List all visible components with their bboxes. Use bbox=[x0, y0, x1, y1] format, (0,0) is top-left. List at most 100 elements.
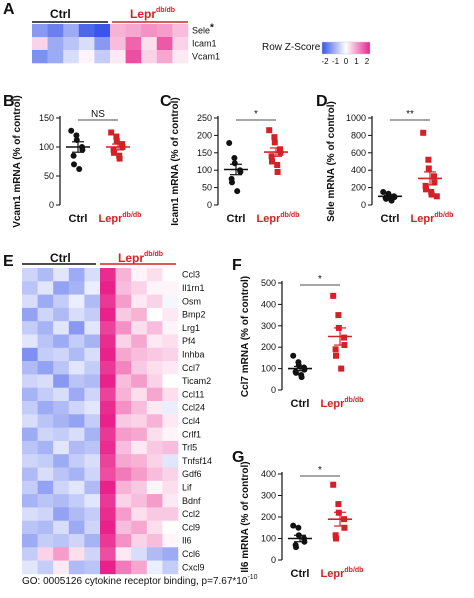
panel-e-cell bbox=[84, 294, 101, 309]
panel-c-y-tick-label: 50 bbox=[202, 183, 212, 193]
panel-e-gene-label: Trl5 bbox=[182, 443, 197, 453]
panel-e-cell bbox=[100, 294, 116, 309]
panel-e-cell bbox=[162, 520, 179, 535]
panel-e-gene-label: Cxcl9 bbox=[182, 562, 205, 572]
panel-e-footer-sup: -10 bbox=[247, 574, 257, 581]
panel-g-x-label-lepr-sup: db/db bbox=[344, 567, 363, 574]
panel-e-gene-label: Lrg1 bbox=[182, 323, 200, 333]
panel-c-label: C bbox=[160, 93, 172, 110]
panel-e-cell bbox=[115, 307, 132, 322]
panel-e-cell bbox=[146, 440, 163, 455]
panel-c-sig-label: * bbox=[254, 109, 258, 120]
panel-e-gene-label: Tnfsf14 bbox=[182, 456, 212, 466]
panel-f-point bbox=[298, 374, 305, 381]
panel-e-gene-label: Ccl11 bbox=[182, 389, 204, 399]
panel-e-cell bbox=[53, 467, 70, 482]
panel-a-cell bbox=[47, 24, 64, 38]
panel-e-cell bbox=[162, 414, 179, 428]
panel-e-cell bbox=[162, 560, 179, 575]
panel-e-cell bbox=[100, 560, 116, 575]
panel-e-cell bbox=[84, 480, 101, 495]
panel-e-cell bbox=[37, 520, 54, 535]
panel-f-point bbox=[301, 366, 308, 373]
panel-e-cell bbox=[53, 427, 70, 442]
panel-a-cell bbox=[110, 37, 126, 51]
panel-a-cell bbox=[156, 24, 173, 38]
panel-e-gene-label: Il6 bbox=[182, 536, 192, 546]
panel-e-cell bbox=[131, 361, 148, 375]
panel-b-point bbox=[73, 132, 80, 139]
panel-a-ctrl-header: Ctrl bbox=[50, 7, 71, 21]
panel-e-cell bbox=[100, 374, 116, 388]
panel-f-point bbox=[333, 352, 339, 359]
panel-e-cell bbox=[68, 560, 85, 575]
panel-b-point bbox=[79, 146, 86, 153]
panel-c-chart: C 0 50 100 150 200 250 Icam1 mRNA (% of control… bbox=[160, 93, 299, 226]
panel-b-point bbox=[113, 133, 120, 140]
panel-d-point bbox=[431, 173, 437, 180]
panel-e-cell bbox=[146, 454, 163, 468]
panel-e-cell bbox=[100, 401, 116, 415]
panel-f-point bbox=[338, 365, 345, 372]
panel-e-cell bbox=[37, 560, 54, 575]
panel-e-cell bbox=[22, 268, 38, 282]
panel-c-y-axis-label: Icam1 mRNA (% of control) bbox=[170, 97, 181, 226]
panel-d-point bbox=[433, 193, 440, 200]
panel-e-cell bbox=[162, 268, 179, 282]
panel-e-cell bbox=[37, 334, 54, 349]
panel-e-cell bbox=[53, 454, 70, 468]
panel-e-cell bbox=[146, 401, 163, 415]
panel-e-cell bbox=[115, 547, 132, 561]
panel-e-cell bbox=[53, 440, 70, 455]
panel-c-y-tick-label: 0 bbox=[207, 200, 212, 210]
panel-a-label: A bbox=[3, 1, 15, 18]
panel-e-cell bbox=[37, 347, 54, 362]
panel-e-cell bbox=[53, 387, 70, 402]
panel-a-cell bbox=[110, 50, 126, 64]
panel-a-cell bbox=[125, 37, 142, 51]
panel-e-cell bbox=[84, 534, 101, 548]
panel-g-y-tick-label: 400 bbox=[261, 469, 276, 479]
panel-a-cell bbox=[172, 24, 189, 38]
panel-a-lepr-sup: db/db bbox=[156, 7, 175, 14]
panel-e-cell bbox=[100, 321, 116, 335]
panel-e-cell bbox=[115, 507, 132, 521]
panel-e-cell bbox=[162, 294, 179, 309]
panel-g-x-label-ctrl: Ctrl bbox=[291, 568, 310, 580]
panel-e-cell bbox=[131, 560, 148, 575]
panel-e-cell bbox=[146, 268, 163, 282]
panel-e-cell bbox=[162, 387, 179, 402]
panel-e-cell bbox=[68, 414, 85, 428]
panel-e-cell bbox=[53, 560, 70, 575]
panel-g-point bbox=[290, 522, 297, 529]
panel-a-cell bbox=[156, 37, 173, 51]
panel-e-cell bbox=[146, 534, 163, 548]
panel-a-cell bbox=[94, 50, 111, 64]
panel-a-cell bbox=[172, 37, 189, 51]
panel-d-point bbox=[380, 188, 387, 195]
panel-e-gene-label: Gdf6 bbox=[182, 469, 202, 479]
panel-b-x-label-lepr: Leprdb/db bbox=[99, 212, 142, 225]
panel-e-cell bbox=[100, 467, 116, 482]
panel-e-cell bbox=[115, 427, 132, 442]
panel-e-cell bbox=[84, 494, 101, 508]
panel-e-cell bbox=[131, 494, 148, 508]
panel-d-y-tick-label: 400 bbox=[351, 165, 366, 175]
panel-e-cell bbox=[100, 480, 116, 495]
panel-e-label: E bbox=[3, 253, 14, 270]
panel-e-cell bbox=[22, 560, 38, 575]
panel-c-point bbox=[234, 188, 241, 195]
panel-e-cell bbox=[84, 307, 101, 322]
panel-f-point bbox=[332, 346, 339, 353]
panel-e-lepr-text: Lepr bbox=[118, 251, 144, 265]
panel-e-cell bbox=[22, 281, 38, 295]
panel-e-gene-label: Ccl9 bbox=[182, 522, 200, 532]
panel-c-point bbox=[274, 168, 281, 175]
panel-b-x-label-lepr-sup: db/db bbox=[122, 212, 141, 219]
panel-e-cell bbox=[115, 414, 132, 428]
panel-f-point bbox=[290, 352, 297, 359]
panel-b-point bbox=[76, 166, 83, 173]
panel-e-cell bbox=[84, 321, 101, 335]
panel-e-cell bbox=[53, 374, 70, 388]
panel-e-cell bbox=[162, 361, 179, 375]
